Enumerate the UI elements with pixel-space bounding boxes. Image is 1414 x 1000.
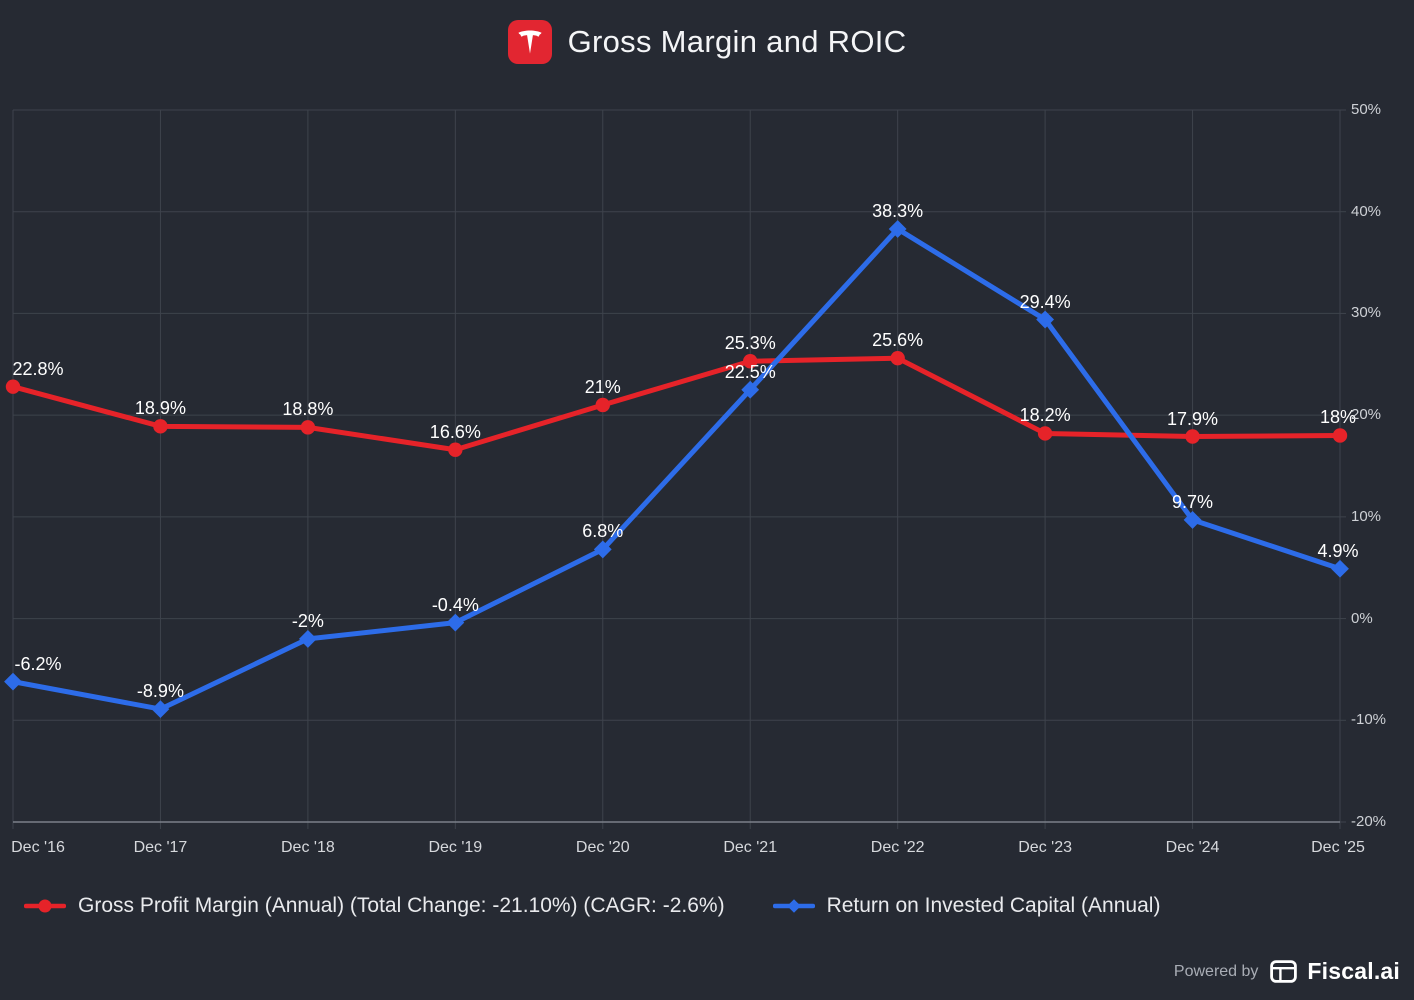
legend-item-roic[interactable]: Return on Invested Capital (Annual): [772, 894, 1161, 918]
legend-item-gross-profit-margin[interactable]: Gross Profit Margin (Annual) (Total Chan…: [24, 894, 725, 918]
blue-series-marker-icon: [772, 897, 815, 915]
legend-label-roic: Return on Invested Capital (Annual): [826, 894, 1161, 917]
red-series-marker-icon: [24, 897, 66, 915]
chart-header: Gross Margin and ROIC: [0, 20, 1414, 64]
powered-by-footer: Powered by Fiscal.ai: [1174, 958, 1400, 985]
chart-legend: Gross Profit Margin (Annual) (Total Chan…: [24, 894, 1160, 918]
brand-name[interactable]: Fiscal.ai: [1307, 958, 1400, 984]
tesla-logo-icon: [507, 20, 552, 64]
fiscal-logo-icon: [1270, 960, 1298, 983]
legend-label-gross-profit-margin: Gross Profit Margin (Annual) (Total Chan…: [78, 894, 725, 917]
page-title: Gross Margin and ROIC: [567, 24, 907, 59]
powered-by-text: Powered by: [1173, 962, 1259, 980]
